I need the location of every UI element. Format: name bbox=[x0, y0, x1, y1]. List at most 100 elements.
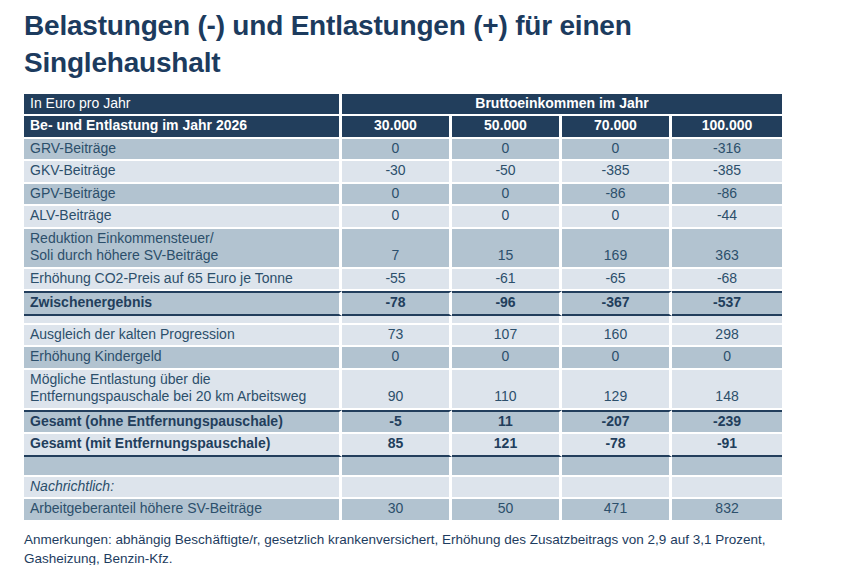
value-cell: 73 bbox=[342, 325, 452, 348]
table-row: Gesamt (ohne Entfernungspauschale)-511-2… bbox=[24, 410, 782, 435]
value-cell: -50 bbox=[452, 161, 562, 184]
value-cell: -96 bbox=[452, 291, 562, 316]
table-body: GRV-Beiträge000-316GKV-Beiträge-30-50-38… bbox=[24, 139, 782, 522]
spacer-cell bbox=[24, 316, 342, 325]
value-cell: -78 bbox=[562, 434, 672, 457]
page-title: Belastungen (-) und Entlastungen (+) für… bbox=[24, 8, 764, 82]
value-cell: 471 bbox=[562, 499, 672, 522]
value-cell: -207 bbox=[562, 410, 672, 435]
table-row: GPV-Beiträge00-86-86 bbox=[24, 184, 782, 207]
column-header: 50.000 bbox=[452, 116, 562, 139]
value-cell: 0 bbox=[342, 347, 452, 370]
spacer-cell bbox=[452, 457, 562, 477]
value-cell: 85 bbox=[342, 434, 452, 457]
row-label: Erhöhung Kindergeld bbox=[24, 347, 342, 370]
column-header: 70.000 bbox=[562, 116, 672, 139]
value-cell: -537 bbox=[672, 291, 782, 316]
row-label: GKV-Beiträge bbox=[24, 161, 342, 184]
value-cell: 0 bbox=[672, 347, 782, 370]
value-cell: -385 bbox=[562, 161, 672, 184]
value-cell: -239 bbox=[672, 410, 782, 435]
value-cell: 0 bbox=[562, 206, 672, 229]
value-cell: 298 bbox=[672, 325, 782, 348]
value-cell: 7 bbox=[342, 229, 452, 269]
row-label: Arbeitgeberanteil höhere SV-Beiträge bbox=[24, 499, 342, 522]
value-cell: -30 bbox=[342, 161, 452, 184]
row-label: Ausgleich der kalten Progression bbox=[24, 325, 342, 348]
value-cell: 0 bbox=[562, 139, 672, 162]
spacer-row bbox=[24, 457, 782, 477]
value-cell: 110 bbox=[452, 370, 562, 410]
row-label: GPV-Beiträge bbox=[24, 184, 342, 207]
spacer-cell bbox=[562, 457, 672, 477]
value-cell: 121 bbox=[452, 434, 562, 457]
value-cell: -385 bbox=[672, 161, 782, 184]
value-cell bbox=[452, 477, 562, 500]
value-cell: -44 bbox=[672, 206, 782, 229]
value-cell: -86 bbox=[562, 184, 672, 207]
value-cell bbox=[562, 477, 672, 500]
row-header-cell: Be- und Entlastung im Jahr 2026 bbox=[24, 116, 342, 139]
row-label: Gesamt (ohne Entfernungspauschale) bbox=[24, 410, 342, 435]
notes-text: Anmerkungen: abhängig Beschäftigte/r, ge… bbox=[24, 530, 834, 565]
value-cell: 0 bbox=[342, 206, 452, 229]
table-row: Nachrichtlich: bbox=[24, 477, 782, 500]
value-cell: 169 bbox=[562, 229, 672, 269]
value-cell: 148 bbox=[672, 370, 782, 410]
table-header-columns-row: Be- und Entlastung im Jahr 2026 30.000 5… bbox=[24, 116, 782, 139]
value-cell: 30 bbox=[342, 499, 452, 522]
value-cell: 0 bbox=[342, 184, 452, 207]
row-label: Nachrichtlich: bbox=[24, 477, 342, 500]
spacer-cell bbox=[342, 316, 452, 325]
table-row: Zwischenergebnis-78-96-367-537 bbox=[24, 291, 782, 316]
group-header-cell: Bruttoeinkommen im Jahr bbox=[342, 94, 782, 117]
value-cell: 50 bbox=[452, 499, 562, 522]
value-cell: 0 bbox=[342, 139, 452, 162]
value-cell: 0 bbox=[452, 347, 562, 370]
value-cell: -55 bbox=[342, 269, 452, 292]
value-cell: 15 bbox=[452, 229, 562, 269]
spacer-cell bbox=[452, 316, 562, 325]
table-row: Erhöhung Kindergeld0000 bbox=[24, 347, 782, 370]
value-cell: -316 bbox=[672, 139, 782, 162]
table-row: Gesamt (mit Entfernungspauschale)85121-7… bbox=[24, 434, 782, 457]
value-cell: -78 bbox=[342, 291, 452, 316]
table-row: ALV-Beiträge000-44 bbox=[24, 206, 782, 229]
column-header: 30.000 bbox=[342, 116, 452, 139]
spacer-cell bbox=[672, 457, 782, 477]
value-cell: 363 bbox=[672, 229, 782, 269]
value-cell: 11 bbox=[452, 410, 562, 435]
row-label: Erhöhung CO2-Preis auf 65 Euro je Tonne bbox=[24, 269, 342, 292]
table-row: GKV-Beiträge-30-50-385-385 bbox=[24, 161, 782, 184]
burden-relief-table: In Euro pro Jahr Bruttoeinkommen im Jahr… bbox=[24, 94, 782, 522]
value-cell: 160 bbox=[562, 325, 672, 348]
spacer-cell bbox=[24, 457, 342, 477]
value-cell: -68 bbox=[672, 269, 782, 292]
value-cell bbox=[672, 477, 782, 500]
value-cell: -86 bbox=[672, 184, 782, 207]
value-cell: 832 bbox=[672, 499, 782, 522]
value-cell: 129 bbox=[562, 370, 672, 410]
row-label: Reduktion Einkommensteuer/Soli durch höh… bbox=[24, 229, 342, 269]
spacer-row bbox=[24, 316, 782, 325]
row-label: Zwischenergebnis bbox=[24, 291, 342, 316]
column-header: 100.000 bbox=[672, 116, 782, 139]
table-header-group-row: In Euro pro Jahr Bruttoeinkommen im Jahr bbox=[24, 94, 782, 117]
table-row: Reduktion Einkommensteuer/Soli durch höh… bbox=[24, 229, 782, 269]
value-cell: 90 bbox=[342, 370, 452, 410]
value-cell: 107 bbox=[452, 325, 562, 348]
value-cell: 0 bbox=[452, 139, 562, 162]
table-row: Arbeitgeberanteil höhere SV-Beiträge3050… bbox=[24, 499, 782, 522]
unit-label-cell: In Euro pro Jahr bbox=[24, 94, 342, 117]
value-cell: -61 bbox=[452, 269, 562, 292]
row-label: Gesamt (mit Entfernungspauschale) bbox=[24, 434, 342, 457]
row-label: Mögliche Entlastung über dieEntfernungsp… bbox=[24, 370, 342, 410]
value-cell: 0 bbox=[562, 347, 672, 370]
table-row: Erhöhung CO2-Preis auf 65 Euro je Tonne-… bbox=[24, 269, 782, 292]
spacer-cell bbox=[562, 316, 672, 325]
value-cell bbox=[342, 477, 452, 500]
spacer-cell bbox=[342, 457, 452, 477]
value-cell: -367 bbox=[562, 291, 672, 316]
page: Belastungen (-) und Entlastungen (+) für… bbox=[0, 0, 858, 565]
value-cell: -91 bbox=[672, 434, 782, 457]
